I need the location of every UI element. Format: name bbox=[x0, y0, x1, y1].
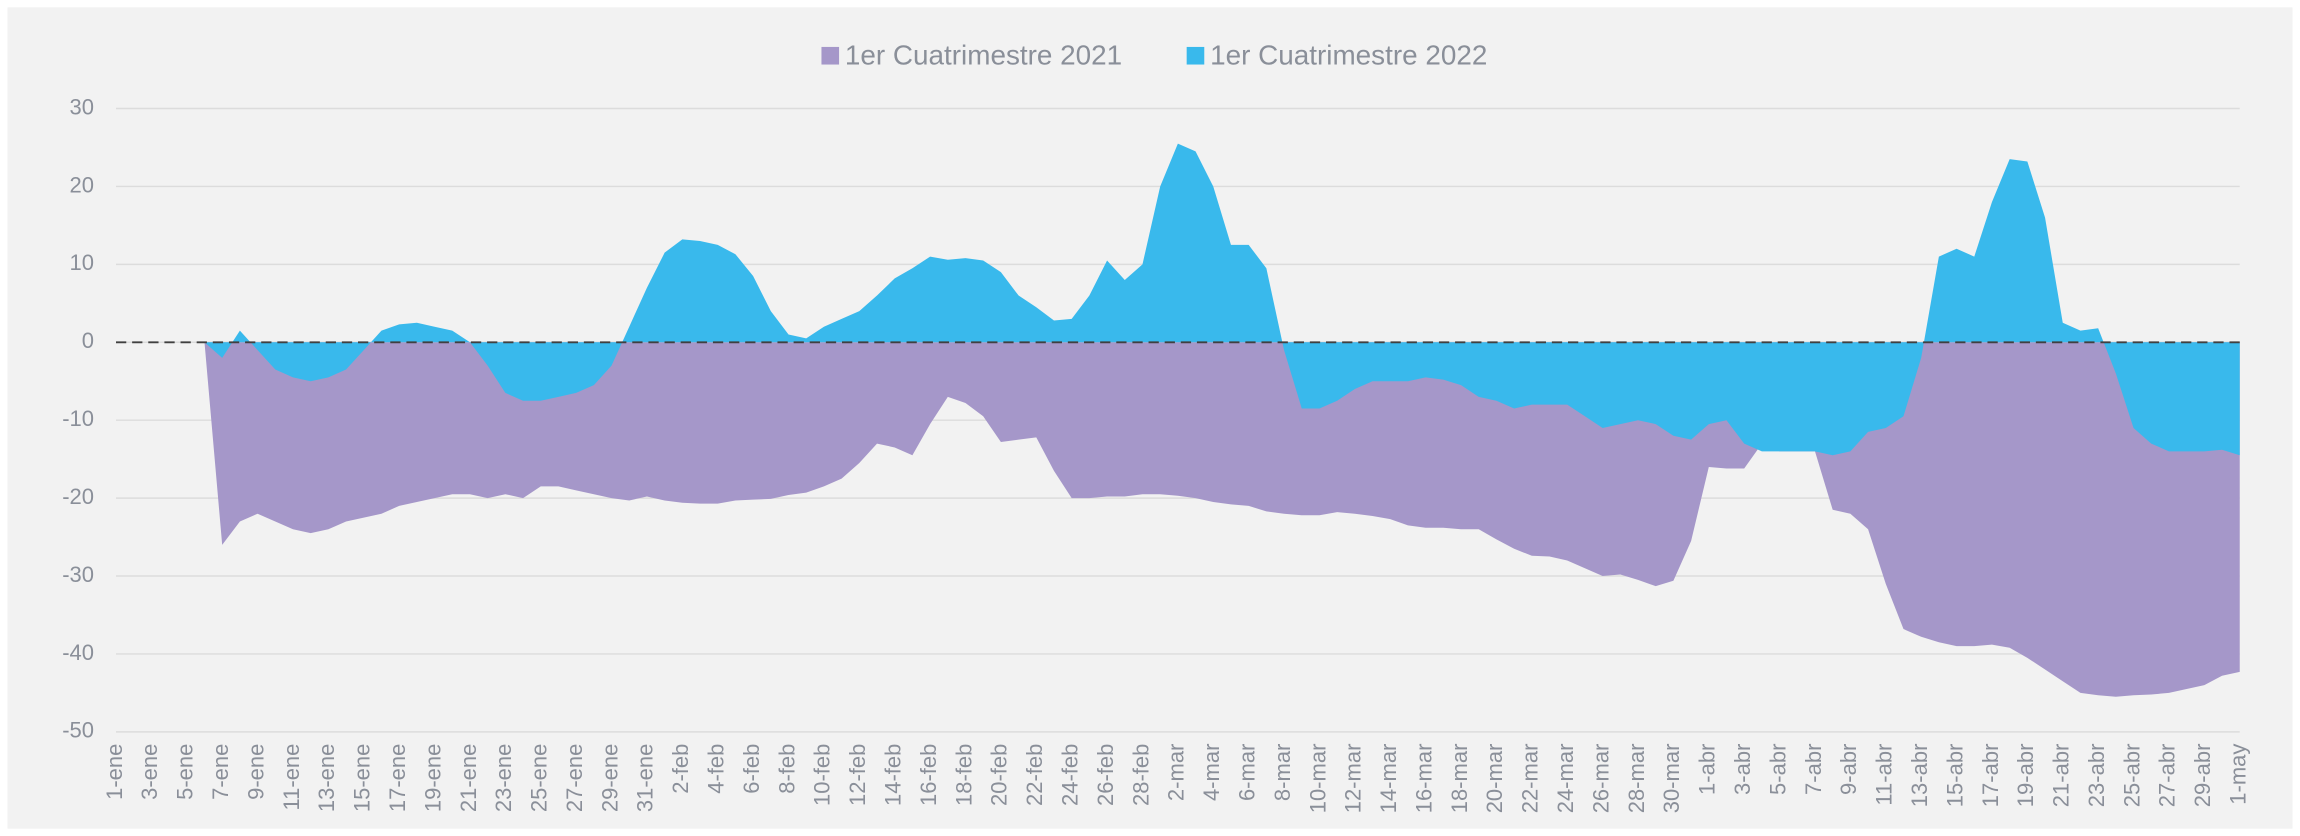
x-tick-label: 16-feb bbox=[916, 744, 941, 806]
x-tick-label: 1-abr bbox=[1695, 744, 1720, 795]
x-tick-label: 28-feb bbox=[1128, 744, 1153, 806]
x-tick-label: 5-abr bbox=[1765, 744, 1790, 795]
legend-swatch bbox=[821, 46, 840, 65]
x-tick-label: 13-abr bbox=[1907, 744, 1932, 808]
x-tick-label: 22-mar bbox=[1518, 744, 1543, 814]
x-tick-label: 16-mar bbox=[1411, 744, 1436, 814]
x-tick-label: 2-feb bbox=[668, 744, 693, 794]
y-tick-label: -30 bbox=[62, 562, 94, 587]
y-tick-label: -50 bbox=[62, 718, 94, 743]
x-tick-label: 9-ene bbox=[243, 744, 268, 800]
legend-label: 1er Cuatrimestre 2022 bbox=[1210, 40, 1487, 71]
x-tick-label: 1-may bbox=[2226, 744, 2251, 805]
x-tick-label: 15-ene bbox=[350, 744, 375, 813]
x-tick-label: 22-feb bbox=[1022, 744, 1047, 806]
x-tick-label: 14-feb bbox=[881, 744, 906, 806]
x-tick-label: 18-feb bbox=[951, 744, 976, 806]
x-tick-label: 30-mar bbox=[1659, 744, 1684, 814]
x-tick-label: 26-feb bbox=[1093, 744, 1118, 806]
y-tick-label: 30 bbox=[70, 94, 94, 119]
x-tick-label: 10-feb bbox=[810, 744, 835, 806]
x-tick-label: 24-mar bbox=[1553, 744, 1578, 814]
x-tick-label: 20-mar bbox=[1482, 744, 1507, 814]
x-tick-label: 10-mar bbox=[1305, 744, 1330, 814]
x-tick-label: 26-mar bbox=[1588, 744, 1613, 814]
x-tick-label: 19-abr bbox=[2013, 744, 2038, 808]
legend-swatch bbox=[1186, 46, 1205, 65]
x-tick-label: 20-feb bbox=[987, 744, 1012, 806]
x-tick-label: 2-mar bbox=[1164, 744, 1189, 801]
x-tick-label: 24-feb bbox=[1057, 744, 1082, 806]
x-tick-label: 12-mar bbox=[1341, 744, 1366, 814]
legend-item: 1er Cuatrimestre 2022 bbox=[1186, 40, 1487, 71]
x-tick-label: 27-ene bbox=[562, 744, 587, 813]
x-tick-label: 15-abr bbox=[1942, 744, 1967, 808]
area bbox=[204, 342, 2240, 697]
x-tick-label: 23-abr bbox=[2084, 744, 2109, 808]
x-tick-label: 21-ene bbox=[456, 744, 481, 813]
x-tick-label: 29-ene bbox=[597, 744, 622, 813]
x-tick-label: 18-mar bbox=[1447, 744, 1472, 814]
y-tick-label: 0 bbox=[82, 328, 94, 353]
x-tick-label: 8-mar bbox=[1270, 744, 1295, 801]
x-tick-label: 27-abr bbox=[2155, 744, 2180, 808]
x-tick-label: 29-abr bbox=[2190, 744, 2215, 808]
legend-item: 1er Cuatrimestre 2021 bbox=[821, 40, 1122, 71]
x-tick-label: 17-abr bbox=[1978, 744, 2003, 808]
x-tick-label: 17-ene bbox=[385, 744, 410, 813]
x-tick-label: 21-abr bbox=[2049, 744, 2074, 808]
x-tick-label: 4-mar bbox=[1199, 744, 1224, 801]
x-tick-label: 31-ene bbox=[633, 744, 658, 813]
y-tick-label: 20 bbox=[70, 172, 94, 197]
x-tick-label: 5-ene bbox=[173, 744, 198, 800]
x-tick-label: 7-ene bbox=[208, 744, 233, 800]
x-tick-label: 8-feb bbox=[774, 744, 799, 794]
x-tick-label: 25-abr bbox=[2119, 744, 2144, 808]
x-tick-label: 6-feb bbox=[739, 744, 764, 794]
x-tick-label: 3-ene bbox=[137, 744, 162, 800]
x-tick-label: 9-abr bbox=[1836, 744, 1861, 795]
x-tick-label: 19-ene bbox=[420, 744, 445, 813]
y-tick-label: 10 bbox=[70, 250, 94, 275]
x-tick-label: 3-abr bbox=[1730, 744, 1755, 795]
x-tick-label: 13-ene bbox=[314, 744, 339, 813]
x-tick-label: 7-abr bbox=[1801, 744, 1826, 795]
x-tick-label: 28-mar bbox=[1624, 744, 1649, 814]
x-tick-label: 1-ene bbox=[102, 744, 127, 800]
legend-label: 1er Cuatrimestre 2021 bbox=[845, 40, 1122, 71]
x-tick-label: 11-abr bbox=[1872, 744, 1897, 806]
area bbox=[204, 143, 2240, 456]
y-tick-label: -20 bbox=[62, 484, 94, 509]
x-tick-label: 11-ene bbox=[279, 744, 304, 811]
x-tick-label: 6-mar bbox=[1234, 744, 1259, 801]
y-tick-label: -10 bbox=[62, 406, 94, 431]
x-tick-label: 4-feb bbox=[704, 744, 729, 794]
x-tick-label: 14-mar bbox=[1376, 744, 1401, 814]
x-tick-label: 12-feb bbox=[845, 744, 870, 806]
y-tick-label: -40 bbox=[62, 640, 94, 665]
x-tick-label: 25-ene bbox=[527, 744, 552, 813]
x-tick-label: 23-ene bbox=[491, 744, 516, 813]
